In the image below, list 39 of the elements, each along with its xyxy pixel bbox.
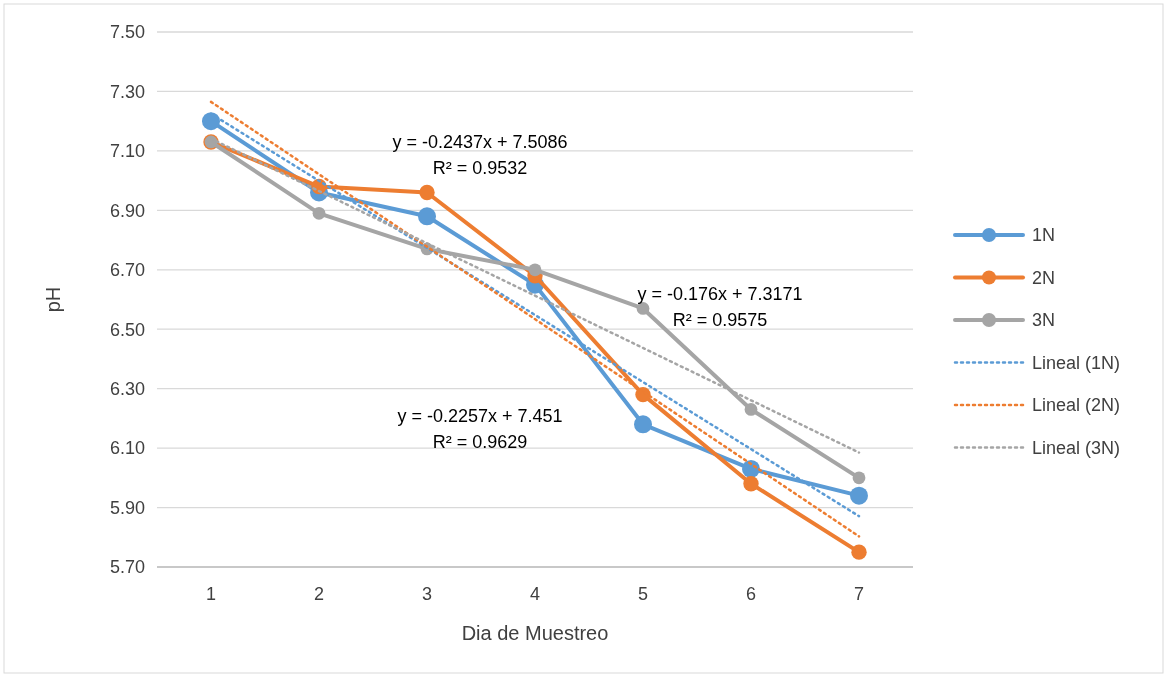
y-tick-label: 6.10: [109, 438, 145, 459]
annotation: y = -0.176x + 7.3171 R² = 0.9575: [637, 284, 803, 330]
x-tick-label: 7: [853, 584, 865, 604]
legend-label: 2N: [1032, 267, 1056, 288]
legend-label: Lineal (3N): [1032, 437, 1121, 458]
y-tick-label: 5.90: [109, 497, 145, 518]
x-axis-title: Dia de Muestreo: [461, 622, 609, 644]
point: [852, 471, 866, 485]
point: [202, 112, 220, 131]
x-tick-label: 1: [205, 584, 217, 604]
legend-label: 3N: [1032, 310, 1056, 331]
y-axis-title: pH: [42, 286, 64, 313]
point: [418, 207, 436, 226]
x-tick-label: 5: [637, 584, 649, 604]
y-tick-label: 7.30: [109, 81, 145, 102]
legend-label: Lineal (2N): [1032, 395, 1121, 416]
point: [419, 184, 435, 201]
point: [744, 403, 758, 416]
y-tick-label: 7.50: [109, 22, 145, 43]
y-tick-label: 6.70: [109, 260, 145, 281]
y-tick-label: 6.30: [109, 378, 145, 399]
x-tick-label: 2: [313, 584, 325, 604]
y-tick-label: 7.10: [109, 141, 145, 162]
point: [634, 415, 652, 434]
point: [528, 263, 542, 277]
annotation: y = -0.2437x + 7.5086 R² = 0.9532: [392, 132, 568, 178]
y-tick-label: 6.50: [109, 319, 145, 340]
point: [851, 544, 867, 560]
legend-label: 1N: [1032, 225, 1056, 246]
point: [850, 486, 868, 505]
x-tick-label: 3: [421, 584, 433, 604]
y-tick-label: 5.70: [109, 557, 145, 578]
y-tick-label: 6.90: [109, 200, 145, 221]
legend-label: Lineal (1N): [1032, 352, 1121, 373]
point: [312, 206, 326, 220]
x-tick-label: 4: [529, 584, 541, 604]
annotation: y = -0.2257x + 7.451 R² = 0.9629: [397, 406, 563, 452]
x-tick-label: 6: [745, 584, 757, 604]
point: [743, 476, 759, 492]
